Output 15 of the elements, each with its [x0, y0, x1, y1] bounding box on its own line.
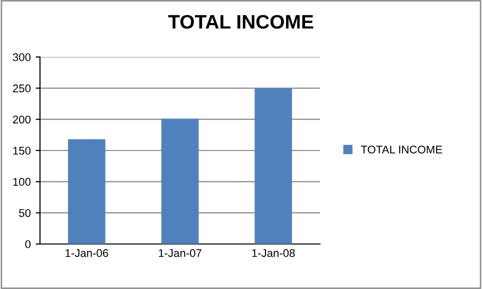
y-tick-label: 100 — [13, 178, 31, 186]
x-tick-label: 1-Jan-06 — [66, 249, 108, 258]
bar — [68, 139, 106, 244]
y-tick-label: 250 — [12, 84, 31, 92]
y-tick-label: 0 — [25, 240, 31, 248]
bar — [161, 118, 199, 244]
bar — [254, 88, 292, 244]
legend-label: TOTAL INCOME — [360, 146, 442, 154]
chart-title: TOTAL INCOME — [168, 14, 314, 29]
y-tick-label: 300 — [12, 53, 31, 62]
x-tick-label: 1-Jan-08 — [252, 249, 295, 258]
y-tick-label: 150 — [13, 146, 31, 155]
x-tick-label: 1-Jan-07 — [158, 249, 202, 258]
y-tick-label: 200 — [12, 116, 31, 124]
y-tick-label: 50 — [19, 209, 31, 217]
